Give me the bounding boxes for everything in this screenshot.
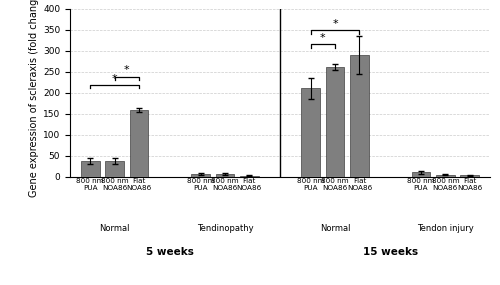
Text: Normal: Normal <box>320 224 350 233</box>
Text: 15 weeks: 15 weeks <box>362 247 418 257</box>
Text: 800 nm
NOA86: 800 nm NOA86 <box>432 178 459 192</box>
Text: Flat
NOA86: Flat NOA86 <box>457 178 482 192</box>
Text: 800 nm
NOA86: 800 nm NOA86 <box>211 178 238 192</box>
Bar <box>302 88 320 177</box>
Text: Flat
NOA86: Flat NOA86 <box>236 178 262 192</box>
Text: 5 weeks: 5 weeks <box>146 247 194 257</box>
Text: Tendon injury: Tendon injury <box>417 224 474 233</box>
Bar <box>191 174 210 177</box>
Text: *: * <box>332 19 338 29</box>
Bar <box>350 55 369 177</box>
Text: 800 nm
PUA: 800 nm PUA <box>407 178 435 192</box>
Text: 800 nm
NOA86: 800 nm NOA86 <box>101 178 128 192</box>
Text: 800 nm
PUA: 800 nm PUA <box>76 178 104 192</box>
Bar <box>106 161 124 177</box>
Text: Flat
NOA86: Flat NOA86 <box>347 178 372 192</box>
Text: 800 nm
PUA: 800 nm PUA <box>186 178 214 192</box>
Text: *: * <box>320 33 326 43</box>
Bar <box>216 174 234 177</box>
Bar <box>130 110 148 177</box>
Bar <box>436 175 454 177</box>
Text: 800 nm
NOA86: 800 nm NOA86 <box>322 178 349 192</box>
Y-axis label: Gene expression of scleraxis (fold change): Gene expression of scleraxis (fold chang… <box>29 0 39 197</box>
Bar <box>81 161 100 177</box>
Text: 800 nm
PUA: 800 nm PUA <box>297 178 324 192</box>
Bar <box>412 172 430 177</box>
Text: *: * <box>124 65 130 76</box>
Text: *: * <box>112 74 117 84</box>
Bar <box>460 176 479 177</box>
Bar <box>240 176 258 177</box>
Bar <box>326 68 344 177</box>
Text: Flat
NOA86: Flat NOA86 <box>126 178 152 192</box>
Text: Tendinopathy: Tendinopathy <box>196 224 253 233</box>
Text: Normal: Normal <box>100 224 130 233</box>
